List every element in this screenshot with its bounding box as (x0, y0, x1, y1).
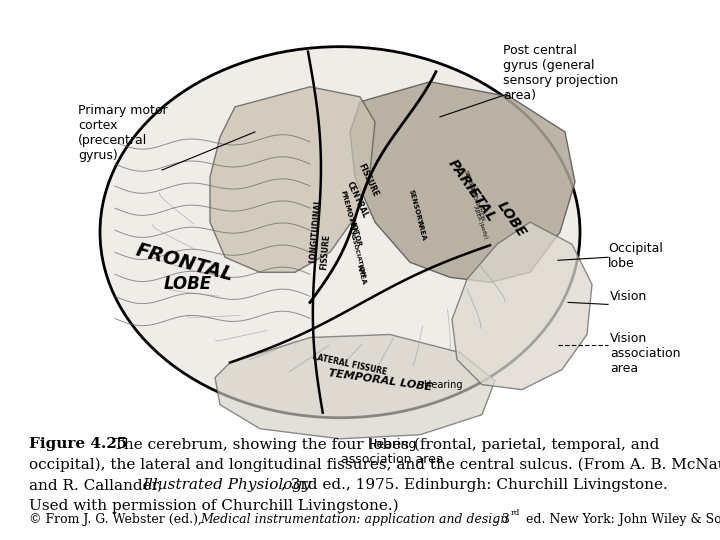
Text: ASSOCIATION: ASSOCIATION (468, 186, 486, 222)
Ellipse shape (100, 46, 580, 418)
Polygon shape (452, 222, 592, 390)
Text: Illustrated Physiology: Illustrated Physiology (142, 478, 311, 492)
Text: FISSURE: FISSURE (319, 234, 331, 271)
Text: LOBE: LOBE (495, 199, 529, 240)
Text: SENSORY: SENSORY (463, 170, 477, 199)
Polygon shape (350, 82, 575, 282)
Text: Primary motor
cortex
(precentral
gyrus): Primary motor cortex (precentral gyrus) (78, 104, 168, 162)
Text: PREMOTOR: PREMOTOR (339, 190, 356, 234)
Text: Vision
association
area: Vision association area (610, 333, 680, 375)
Text: ed. New York: John Wiley & Sons, 1998.: ed. New York: John Wiley & Sons, 1998. (522, 513, 720, 526)
Text: FRONTAL: FRONTAL (134, 240, 236, 285)
Text: MOTOR: MOTOR (348, 217, 361, 247)
Text: SENSORY: SENSORY (408, 188, 423, 226)
Text: occipital), the lateral and longitudinal fissures, and the central sulcus. (From: occipital), the lateral and longitudinal… (29, 458, 720, 472)
Text: FISSURE: FISSURE (356, 162, 379, 198)
Text: LOBE: LOBE (164, 275, 212, 293)
Text: AREA: AREA (416, 219, 428, 241)
Text: PARIETAL: PARIETAL (446, 156, 499, 224)
Text: Figure 4.25: Figure 4.25 (29, 437, 127, 451)
Text: Vision: Vision (610, 291, 647, 303)
Text: and R. Callander,: and R. Callander, (29, 478, 167, 492)
Text: . 3: . 3 (495, 513, 510, 526)
Text: Post central
gyrus (general
sensory projection
area): Post central gyrus (general sensory proj… (503, 44, 618, 102)
Text: , 3rd ed., 1975. Edinburgh: Churchill Livingstone.: , 3rd ed., 1975. Edinburgh: Churchill Li… (282, 478, 668, 492)
Text: rd: rd (510, 509, 520, 517)
Polygon shape (215, 334, 495, 439)
Text: © From J. G. Webster (ed.),: © From J. G. Webster (ed.), (29, 513, 206, 526)
Text: TEMPORAL LOBE: TEMPORAL LOBE (328, 368, 433, 393)
Text: Hearing
association area: Hearing association area (341, 438, 444, 466)
Text: Medical instrumentation: application and design: Medical instrumentation: application and… (199, 513, 508, 526)
Text: AREA: AREA (356, 264, 368, 285)
Text: Hearing: Hearing (424, 380, 462, 390)
Text: The cerebrum, showing the four lobes (frontal, parietal, temporal, and: The cerebrum, showing the four lobes (fr… (104, 437, 659, 452)
Polygon shape (210, 87, 375, 272)
Text: AREA (body): AREA (body) (472, 205, 488, 239)
Text: CENTRAL: CENTRAL (345, 180, 369, 220)
Text: Occipital
lobe: Occipital lobe (608, 242, 663, 270)
Text: LATERAL FISSURE: LATERAL FISSURE (312, 352, 388, 377)
Text: LONGITUDINAL: LONGITUDINAL (309, 198, 323, 263)
Text: ASSOCIATION: ASSOCIATION (349, 231, 366, 278)
Text: Used with permission of Churchill Livingstone.): Used with permission of Churchill Living… (29, 498, 398, 513)
